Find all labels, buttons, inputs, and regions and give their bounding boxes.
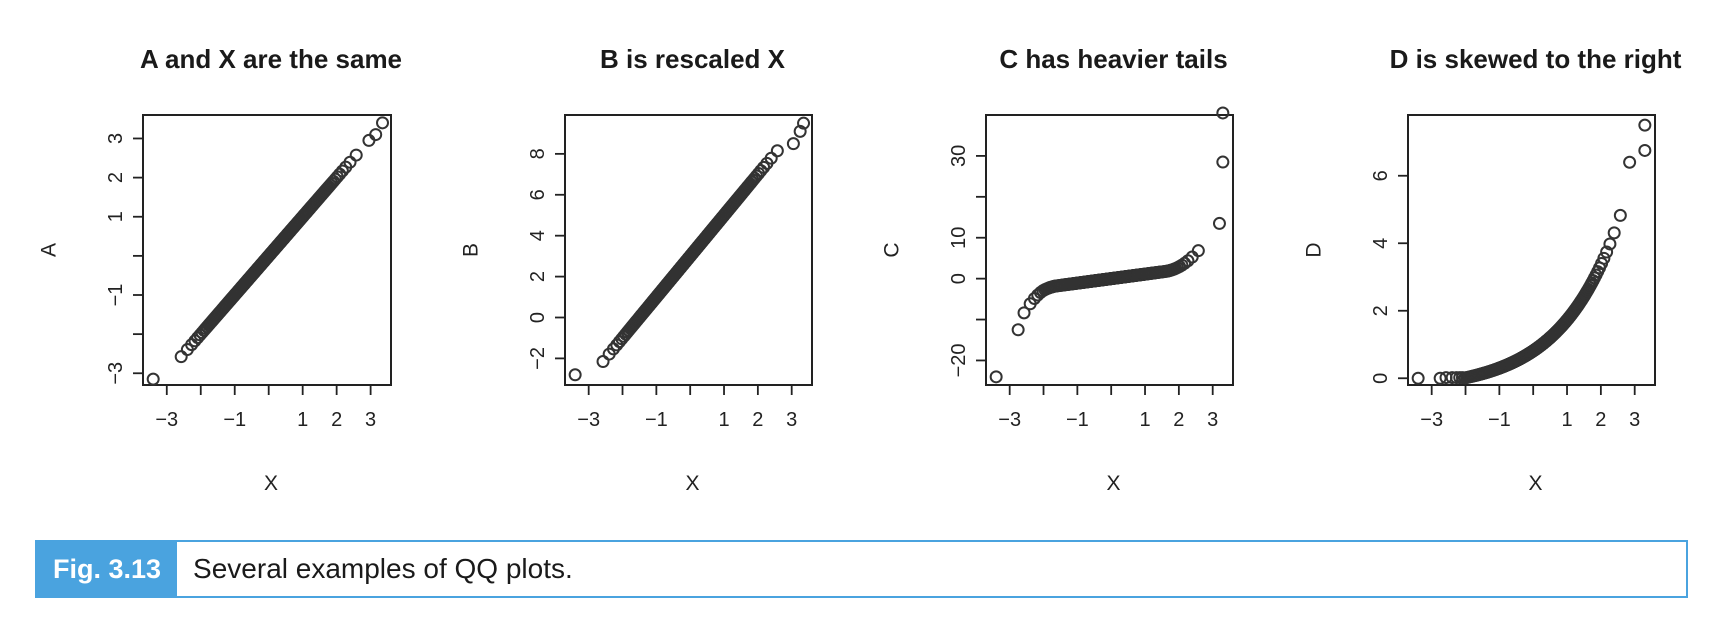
data-point (146, 372, 160, 386)
x-tick-label: 3 (1629, 409, 1640, 431)
y-tick-label: −3 (105, 362, 127, 385)
data-point (1191, 244, 1205, 258)
x-tick-label: 2 (331, 409, 342, 431)
y-tick-label: 10 (948, 227, 970, 249)
y-tick-label: 6 (1370, 170, 1392, 181)
x-tick-label: −3 (155, 409, 178, 431)
data-point (568, 368, 582, 382)
x-tick-label: 3 (1207, 409, 1218, 431)
data-point (1216, 155, 1230, 169)
data-points (989, 106, 1230, 384)
data-point (376, 116, 390, 130)
qq-plots-figure: A and X are the same −3 −1 1 2 3 −3 −1 1 2 3 X A B is… (38, 44, 1682, 495)
data-point (369, 128, 383, 142)
chart-title: C has heavier tails (999, 44, 1227, 74)
data-point (786, 137, 800, 151)
data-point (1623, 155, 1637, 169)
x-tick-label: −3 (998, 409, 1021, 431)
figure-caption: Fig. 3.13 Several examples of QQ plots. (35, 540, 1688, 598)
chart-panel-2: B is rescaled X −3 −1 1 2 3 −2 0 2 4 6 8 X B (460, 44, 813, 495)
y-tick-label: −2 (527, 347, 549, 370)
y-tick-label: 2 (1370, 305, 1392, 316)
x-tick-label: −1 (645, 409, 668, 431)
data-point (1178, 256, 1192, 270)
caption-label: Fig. 3.13 (37, 542, 178, 596)
x-tick-label: 1 (1139, 409, 1150, 431)
x-axis-label: X (685, 472, 699, 495)
data-point (1011, 323, 1025, 337)
data-point (1433, 371, 1447, 385)
y-tick-label: 0 (1370, 373, 1392, 384)
chart-title: D is skewed to the right (1390, 44, 1682, 74)
y-tick-label: 6 (527, 189, 549, 200)
data-points (146, 116, 390, 386)
chart-panel-4: D is skewed to the right −3 −1 1 2 3 0 2 4 6 X D (1303, 44, 1682, 495)
data-point (362, 133, 376, 147)
x-tick-label: 1 (297, 409, 308, 431)
x-tick-label: −3 (1420, 409, 1443, 431)
data-point (1411, 371, 1425, 385)
data-point (1603, 237, 1617, 251)
x-tick-label: 2 (752, 409, 763, 431)
data-point (1212, 216, 1226, 230)
y-tick-label: 0 (527, 312, 549, 323)
chart-panel-3: C has heavier tails −3 −1 1 2 3 −20 0 10 30 X C (881, 44, 1234, 495)
y-axis-label: D (1303, 242, 1326, 257)
x-tick-label: 3 (365, 409, 376, 431)
data-point (1017, 306, 1031, 320)
plot-frame (564, 114, 813, 386)
y-tick-label: 2 (527, 271, 549, 282)
y-tick-label: 1 (105, 211, 127, 222)
x-tick-label: −3 (577, 409, 600, 431)
data-point (1600, 245, 1614, 259)
x-tick-label: −1 (223, 409, 246, 431)
data-point (1638, 143, 1652, 157)
y-tick-label: −1 (105, 284, 127, 307)
x-tick-label: 3 (786, 409, 797, 431)
data-point (1607, 226, 1621, 240)
chart-panel-1: A and X are the same −3 −1 1 2 3 −3 −1 1 2 3 X A (38, 44, 403, 495)
data-point (793, 124, 807, 138)
plot-frame (142, 114, 392, 386)
plot-frame (985, 114, 1234, 386)
y-tick-label: −20 (948, 343, 970, 377)
x-tick-label: 1 (1561, 409, 1572, 431)
x-tick-label: 2 (1595, 409, 1606, 431)
data-point (335, 164, 349, 178)
data-point (770, 144, 784, 158)
data-point (349, 148, 363, 162)
data-point (1613, 208, 1627, 222)
y-tick-label: 2 (105, 172, 127, 183)
data-points (1411, 118, 1652, 385)
data-point (1597, 251, 1611, 265)
caption-text: Several examples of QQ plots. (193, 553, 573, 584)
y-tick-label: 4 (527, 230, 549, 241)
y-tick-label: 8 (527, 148, 549, 159)
y-axis-label: C (881, 242, 904, 257)
x-axis-label: X (264, 472, 278, 495)
y-axis-label: B (460, 243, 483, 257)
x-tick-label: −1 (1488, 409, 1511, 431)
data-point (174, 350, 188, 364)
y-tick-label: 30 (948, 145, 970, 167)
chart-title: B is rescaled X (600, 44, 786, 74)
data-points (568, 116, 811, 382)
x-tick-label: 2 (1173, 409, 1184, 431)
y-tick-label: 0 (948, 273, 970, 284)
x-axis-label: X (1528, 472, 1542, 495)
data-point (1216, 106, 1230, 120)
data-point (797, 116, 811, 130)
x-tick-label: 1 (718, 409, 729, 431)
plot-frame (1407, 114, 1656, 386)
y-tick-label: 3 (105, 133, 127, 144)
data-point (596, 355, 610, 369)
data-point (1638, 118, 1652, 132)
y-axis-label: A (38, 243, 61, 257)
y-tick-label: 4 (1370, 238, 1392, 249)
x-tick-label: −1 (1066, 409, 1089, 431)
data-point (989, 370, 1003, 384)
chart-title: A and X are the same (140, 44, 402, 74)
x-axis-label: X (1106, 472, 1120, 495)
